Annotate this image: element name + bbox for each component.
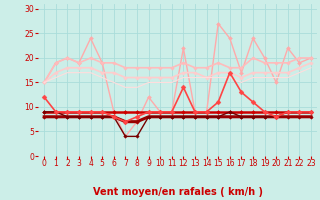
X-axis label: Vent moyen/en rafales ( km/h ): Vent moyen/en rafales ( km/h ): [92, 187, 263, 197]
